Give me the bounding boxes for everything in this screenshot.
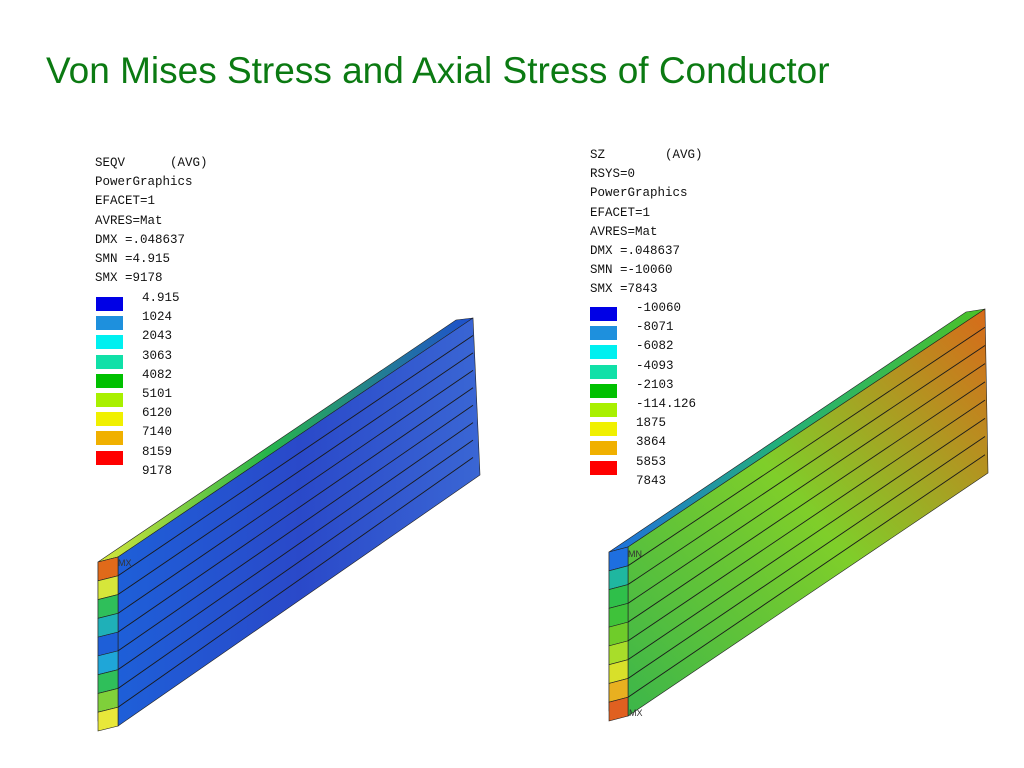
layer-line [627, 399, 986, 642]
legend-value: 8159 [142, 444, 173, 459]
layer-line [627, 326, 986, 567]
legend-swatch [96, 393, 123, 407]
seqv-info-block: SEQV (AVG) PowerGraphics EFACET=1 AVRES=… [95, 154, 208, 288]
legend-swatch [590, 383, 617, 398]
legend-swatch [590, 326, 617, 341]
legend-value: 7140 [142, 425, 173, 440]
legend-value: -4093 [636, 358, 674, 373]
legend-swatch [590, 441, 617, 456]
legend-value: 4.915 [142, 291, 180, 305]
legend-value: 4082 [142, 367, 173, 382]
end-cell [97, 706, 119, 732]
legend-swatch [590, 307, 617, 321]
sz-info-line: SMX =7843 [590, 282, 658, 297]
legend-value: 1875 [636, 416, 667, 431]
seqv-layer-lines [117, 335, 474, 708]
legend-swatch [590, 345, 617, 360]
sz-info-line: PowerGraphics [590, 186, 688, 201]
legend-swatch [96, 412, 123, 427]
seqv-info-line: EFACET=1 [95, 194, 156, 209]
layer-line [117, 352, 474, 595]
legend-value: -114.126 [636, 397, 697, 411]
layer-line [627, 436, 986, 679]
layer-line [117, 404, 474, 652]
legend-swatch [590, 460, 617, 475]
layer-line [117, 369, 474, 614]
seqv-info-line: SMN =4.915 [95, 251, 171, 266]
seqv-legend: 4.915 1024 2043 3063 4082 5101 6120 7140 8159 917… [96, 288, 216, 488]
legend-value: 3063 [142, 348, 173, 363]
legend-value: -6082 [636, 339, 674, 354]
legend-swatch [96, 316, 123, 331]
sz-node-tag: MN [628, 549, 642, 559]
layer-line [627, 345, 986, 585]
legend-swatch [96, 297, 123, 311]
slide-title: Von Mises Stress and Axial Stress of Con… [46, 50, 830, 91]
sz-layer-lines [627, 326, 986, 698]
legend-swatch [590, 422, 617, 437]
legend-swatch [96, 431, 123, 446]
seqv-beam-front-face [117, 317, 481, 727]
legend-value: 5853 [636, 454, 667, 469]
legend-swatch [96, 354, 123, 369]
legend-value: 1024 [142, 310, 173, 325]
sz-info-line: RSYS=0 [590, 167, 636, 182]
legend-value: 2043 [142, 329, 173, 344]
seqv-beam: MX [97, 317, 481, 732]
legend-value: -8071 [636, 320, 674, 335]
legend-value: 6120 [142, 406, 173, 421]
layer-line [117, 335, 474, 577]
seqv-info-line: PowerGraphics [95, 175, 193, 190]
legend-swatch [590, 364, 617, 379]
end-cell [608, 696, 629, 722]
legend-swatch [96, 373, 123, 388]
sz-legend: -10060 -8071 -6082 -4093 -2103 -114.126 1875 38… [590, 298, 720, 498]
sz-node-tag: MX [629, 708, 643, 718]
layer-line [627, 381, 986, 623]
layer-line [117, 457, 474, 708]
layer-line [117, 422, 474, 671]
seqv-info-line: AVRES=Mat [95, 213, 163, 228]
layer-line [117, 387, 474, 633]
legend-swatch [96, 335, 123, 350]
seqv-info-line: DMX =.048637 [95, 232, 186, 247]
sz-info-line: AVRES=Mat [590, 224, 658, 239]
seqv-info-line: SEQV (AVG) [95, 156, 208, 170]
layer-line [117, 439, 474, 689]
layer-line [627, 363, 986, 604]
sz-end-cells [608, 546, 629, 722]
seqv-info-line: SMX =9178 [95, 271, 163, 286]
layer-line [627, 417, 986, 661]
legend-value: -10060 [636, 301, 682, 315]
legend-swatch [96, 450, 123, 465]
sz-info-line: SZ (AVG) [590, 148, 703, 162]
sz-info-line: EFACET=1 [590, 205, 651, 220]
legend-value: 9178 [142, 463, 173, 478]
sz-info-line: DMX =.048637 [590, 243, 681, 258]
legend-swatch [590, 403, 617, 417]
legend-value: 5101 [142, 387, 173, 401]
seqv-end-cells [97, 556, 119, 732]
legend-value: 7843 [636, 473, 667, 488]
sz-info-line: SMN =-10060 [590, 263, 673, 278]
seqv-node-tag: MX [118, 558, 132, 568]
layer-line [627, 454, 986, 698]
sz-beam: MN MX [608, 308, 989, 722]
legend-value: 3864 [636, 435, 667, 450]
sz-info-block: SZ (AVG) RSYS=0 PowerGraphics EFACET=1 A… [590, 146, 703, 300]
legend-value: -2103 [636, 377, 674, 392]
sz-beam-front-face [627, 308, 989, 717]
